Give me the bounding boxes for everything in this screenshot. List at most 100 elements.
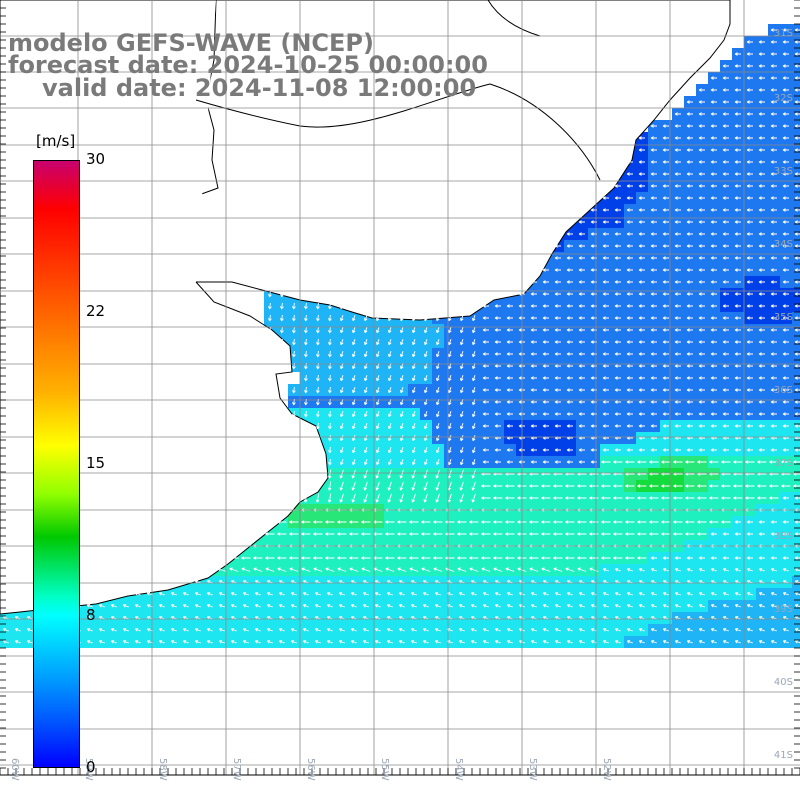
wind-arrow: [770, 592, 777, 596]
wind-arrow: [436, 267, 440, 274]
wind-arrow: [698, 148, 705, 152]
wind-arrow: [542, 220, 549, 224]
wind-arrow: [326, 640, 333, 644]
wind-arrow: [433, 520, 443, 524]
wind-arrow: [578, 232, 585, 236]
wind-arrow: [135, 481, 140, 491]
wind-arrow: [14, 592, 21, 596]
wind-arrow: [232, 446, 236, 454]
wind-arrow: [412, 291, 416, 298]
wind-arrow: [650, 364, 657, 368]
wind-arrow: [602, 400, 609, 404]
wind-arrow: [313, 532, 323, 536]
wind-arrow: [313, 567, 323, 572]
wind-arrow: [758, 424, 765, 428]
wind-arrow: [459, 469, 464, 479]
wind-arrow: [770, 268, 777, 272]
wind-arrow: [566, 244, 573, 248]
wind-arrow: [758, 592, 765, 596]
wind-arrow: [316, 302, 320, 310]
wind-arrow: [686, 604, 693, 608]
wind-arrow: [613, 460, 623, 464]
wind-arrow: [304, 434, 308, 442]
wind-arrow: [158, 628, 165, 632]
wind-arrow: [195, 493, 200, 503]
wind-arrow: [685, 532, 695, 536]
wind-arrow: [554, 424, 561, 428]
wind-arrow: [471, 481, 476, 491]
wind-arrow: [638, 388, 645, 392]
wind-arrow: [448, 243, 452, 250]
wind-arrow: [230, 628, 237, 632]
wind-arrow: [794, 136, 800, 140]
wind-arrow: [170, 568, 177, 572]
wind-arrow: [364, 279, 368, 286]
wind-arrow: [460, 255, 464, 262]
wind-arrow: [638, 280, 645, 284]
wind-arrow: [794, 412, 800, 416]
wind-arrow: [710, 220, 717, 224]
wind-arrow: [280, 422, 284, 430]
wind-arrow: [268, 326, 272, 334]
wind-arrow: [650, 232, 657, 236]
wind-arrow: [388, 387, 392, 394]
wind-arrow: [662, 604, 669, 608]
wind-arrow: [244, 458, 248, 466]
wind-arrow: [458, 604, 465, 608]
wind-arrow: [794, 40, 800, 44]
wind-arrow: [734, 424, 741, 428]
wind-arrow: [220, 218, 224, 226]
wind-arrow: [758, 376, 765, 380]
wind-arrow: [170, 592, 177, 596]
wind-arrow: [424, 315, 428, 322]
wind-arrow: [448, 255, 452, 262]
wind-arrow: [734, 88, 741, 92]
wind-arrow: [86, 592, 93, 596]
wind-arrow: [266, 592, 273, 596]
wind-arrow: [746, 340, 753, 344]
wind-arrow: [97, 532, 107, 536]
wind-arrow: [376, 435, 380, 442]
wind-arrow: [385, 532, 395, 536]
wind-arrow: [602, 244, 609, 248]
wind-arrow: [614, 412, 621, 416]
wind-arrow: [505, 484, 515, 488]
wind-arrow: [133, 520, 143, 524]
wind-arrow: [734, 412, 741, 416]
wind-arrow: [267, 469, 272, 479]
wind-arrow: [494, 592, 501, 596]
wind-arrow: [400, 447, 404, 454]
wind-arrow: [794, 316, 800, 320]
wind-arrow: [794, 160, 800, 164]
wind-arrow: [626, 568, 633, 572]
wind-arrow: [722, 136, 729, 140]
wind-arrow: [746, 124, 753, 128]
wind-arrow: [626, 604, 633, 608]
wind-arrow: [662, 364, 669, 368]
wind-arrow: [566, 448, 573, 452]
wind-arrow: [710, 124, 717, 128]
wind-arrow: [400, 255, 404, 262]
wind-arrow: [722, 208, 729, 212]
wind-arrow: [770, 412, 777, 416]
wind-arrow: [566, 412, 573, 416]
wind-arrow: [376, 447, 380, 454]
wind-arrow: [638, 232, 645, 236]
wind-arrow: [758, 568, 765, 572]
wind-arrow: [482, 400, 489, 404]
wind-arrow: [472, 387, 476, 394]
wind-arrow: [625, 484, 635, 488]
wind-arrow: [674, 628, 681, 632]
wind-arrow: [364, 351, 368, 358]
wind-arrow: [554, 232, 561, 236]
wind-arrow: [626, 148, 633, 152]
wind-arrow: [123, 493, 128, 503]
wind-arrow: [302, 640, 309, 644]
wind-arrow: [135, 493, 140, 503]
wind-arrow: [494, 292, 501, 296]
wind-arrow: [578, 424, 585, 428]
wind-arrow: [448, 459, 452, 466]
wind-arrow: [530, 460, 537, 464]
wind-arrow: [494, 328, 501, 332]
